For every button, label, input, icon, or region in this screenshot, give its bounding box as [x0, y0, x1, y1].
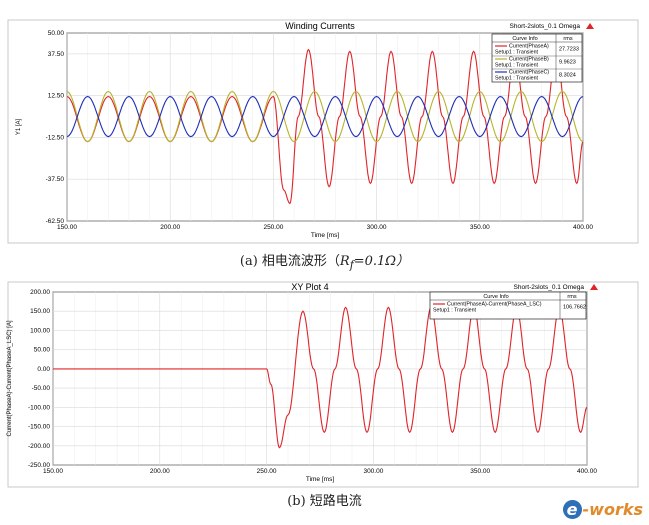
legend-entry-value: 9.9623 [559, 60, 576, 66]
y-tick-label: 150.00 [30, 308, 50, 315]
y-tick-label: -50.00 [32, 385, 51, 392]
y-tick-label: 37.50 [48, 51, 65, 58]
legend-stat-header: rms [567, 294, 576, 300]
legend-entry-setup: Setup1 : Transient [495, 50, 539, 56]
caption-a: (a) 相电流波形（Rf=0.1Ω） [239, 254, 410, 272]
legend-entry-name: Current(PhaseB) [509, 57, 549, 63]
legend-entry-value: 27.7233 [559, 47, 579, 53]
legend-entry-name: Current(PhaseA) [509, 44, 549, 50]
legend-entry-value: 106.7662 [563, 305, 586, 311]
y-tick-label: -12.50 [46, 134, 65, 141]
x-tick-label: 250.00 [263, 224, 283, 231]
y-tick-label: 100.00 [30, 327, 50, 334]
y-tick-label: -200.00 [28, 443, 50, 450]
x-tick-label: 300.00 [367, 224, 387, 231]
y-tick-label: 50.00 [34, 347, 51, 354]
project-name: Short-2slots_0.1 Omega [514, 284, 585, 291]
y-tick-label: -150.00 [28, 424, 50, 431]
y-tick-label: 12.50 [48, 93, 65, 100]
chart-title: Winding Currents [285, 21, 355, 31]
legend-entry-setup: Setup1 : Transient [495, 63, 539, 69]
warning-icon [590, 284, 598, 290]
x-tick-label: 350.00 [470, 224, 490, 231]
y-tick-label: -250.00 [28, 462, 50, 469]
legend-stat-header: rms [563, 36, 572, 42]
legend-header: Curve Info [512, 36, 537, 42]
y-axis-label: Current(PhaseA)-Current(PhaseA_LSC) [A] [7, 320, 13, 436]
x-tick-label: 200.00 [150, 468, 170, 475]
caption-b: (b) 短路电流 [287, 494, 362, 509]
chart-title: XY Plot 4 [291, 282, 328, 292]
legend-header: Curve Info [483, 294, 508, 300]
eworks-logo: e -works [562, 500, 643, 519]
x-tick-label: 400.00 [577, 468, 597, 475]
y-tick-label: 50.00 [48, 30, 65, 37]
x-tick-label: 150.00 [43, 468, 63, 475]
plot-area-2 [52, 291, 588, 466]
y-tick-label: 0.00 [37, 366, 50, 373]
legend-entry-name: Current(PhaseC) [509, 70, 549, 76]
y-tick-label: 200.00 [30, 289, 50, 296]
series-line [53, 306, 588, 449]
x-axis-label: Time [ms] [311, 232, 339, 239]
x-tick-label: 200.00 [160, 224, 180, 231]
legend-entry-setup: Setup1 : Transient [433, 308, 477, 314]
legend-entry-setup: Setup1 : Transient [495, 76, 539, 82]
legend-entry-value: 8.3024 [559, 73, 576, 79]
series-line [66, 95, 584, 138]
y-axis-label: Y1 [A] [16, 118, 22, 135]
y-tick-label: -100.00 [28, 404, 50, 411]
x-tick-label: 150.00 [57, 224, 77, 231]
y-tick-label: -62.50 [46, 218, 65, 225]
project-name: Short-2slots_0.1 Omega [510, 23, 581, 30]
warning-icon [586, 23, 594, 29]
y-tick-label: -37.50 [46, 176, 65, 183]
x-tick-label: 250.00 [257, 468, 277, 475]
legend-entry-name: Current(PhaseA)-Current(PhaseA_LSC) [447, 302, 542, 308]
x-tick-label: 400.00 [573, 224, 593, 231]
x-tick-label: 350.00 [470, 468, 490, 475]
x-tick-label: 300.00 [363, 468, 383, 475]
x-axis-label: Time [ms] [306, 476, 334, 483]
